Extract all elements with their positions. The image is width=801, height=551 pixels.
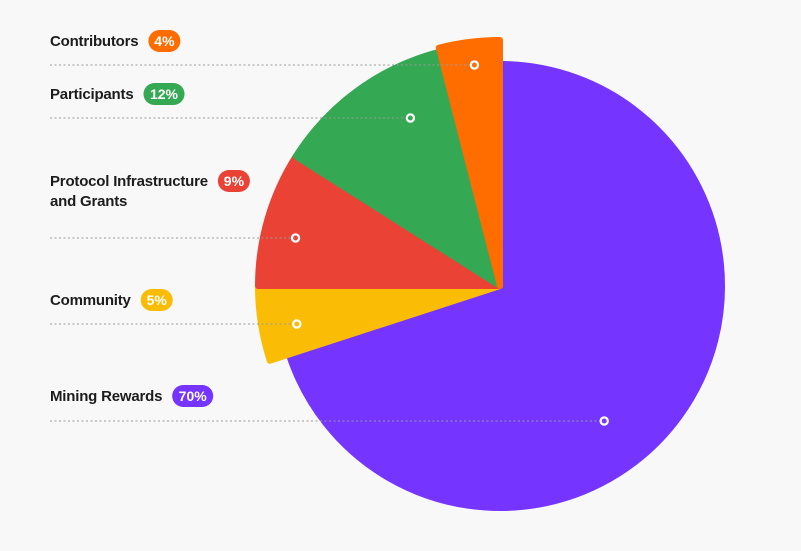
- value-label-community: 5%: [147, 292, 168, 308]
- value-label-protocol-infrastructure-and-grants: 9%: [224, 173, 245, 189]
- legend-label-protocol-infrastructure-and-grants: Protocol Infrastructure and Grants: [50, 173, 208, 210]
- value-label-mining-rewards: 70%: [179, 388, 208, 404]
- legend-label-mining-rewards: Mining Rewards: [50, 388, 162, 405]
- pie-slice-contributors: [435, 37, 503, 289]
- value-label-participants: 12%: [150, 86, 179, 102]
- pie-slices: [255, 37, 725, 511]
- legend-label-contributors: Contributors: [50, 33, 138, 50]
- value-badge-mining-rewards: [172, 385, 214, 407]
- slice-marker-participants: [405, 113, 416, 123]
- value-badge-contributors: [148, 30, 181, 52]
- value-badge-participants: [143, 83, 185, 105]
- slice-marker-mining-rewards: [599, 416, 609, 426]
- value-label-contributors: 4%: [154, 33, 175, 49]
- slice-marker-community: [292, 319, 302, 329]
- pie-slice-participants: [292, 48, 503, 289]
- pie-legend: Mining Rewards 70% Community 5% Protocol Inf…: [50, 30, 609, 426]
- value-badge-community: [140, 289, 173, 311]
- slice-marker-protocol-infrastructure-and-grants: [290, 233, 301, 243]
- value-badge-protocol-infrastructure-and-grants: [217, 170, 250, 192]
- pie-slice-mining-rewards: [285, 61, 725, 511]
- pie-slice-protocol-infrastructure-and-grants: [255, 153, 503, 289]
- slice-marker-contributors: [469, 60, 480, 70]
- legend-label-participants: Participants: [50, 86, 133, 103]
- legend-label-community: Community: [50, 292, 132, 309]
